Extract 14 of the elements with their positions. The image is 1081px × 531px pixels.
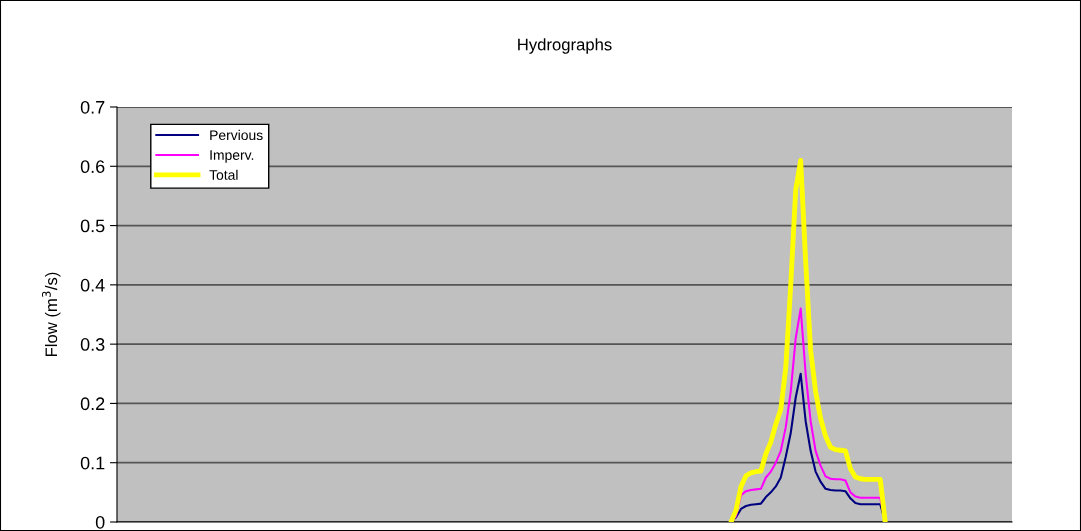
- legend-label: Total: [209, 169, 238, 180]
- legend-label: Imperv.: [210, 150, 254, 163]
- chart-title: Hydrographs: [518, 38, 612, 54]
- legend-label: Pervious: [210, 129, 263, 141]
- y-tick-label: 0.3: [80, 338, 105, 351]
- y-axis-title: Flow (m$^{3}$/s): [41, 272, 61, 357]
- y-tick-label: 0.6: [80, 160, 105, 174]
- y-tick-label: 0.1: [80, 456, 105, 470]
- line-series: [728, 157, 888, 522]
- y-tick-label: 0.2: [80, 397, 105, 411]
- y-tick-label: 0: [95, 515, 105, 529]
- y-tick-label: 0.4: [80, 278, 105, 292]
- y-tick-label: 0.5: [80, 219, 105, 233]
- y-tick-label: 0.7: [80, 100, 105, 114]
